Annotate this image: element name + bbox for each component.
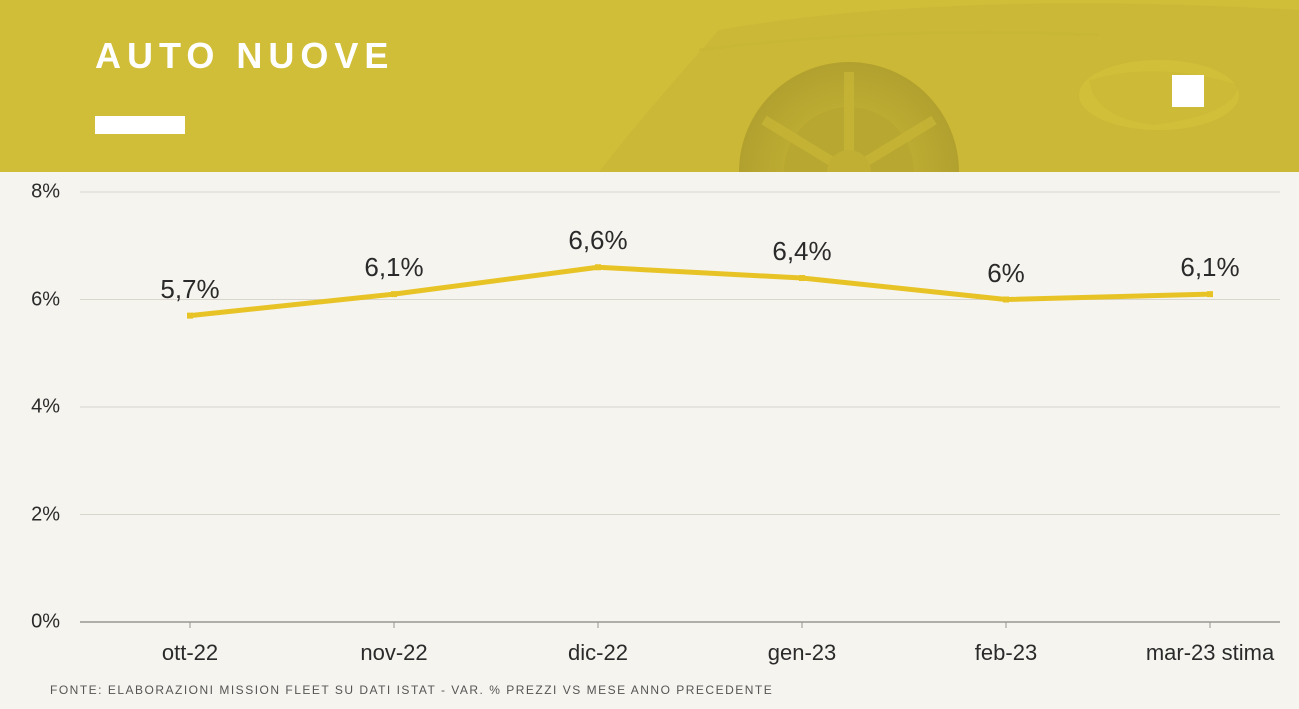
data-point-label: 6% (987, 258, 1025, 289)
chart-svg (10, 172, 1289, 692)
x-axis-label: dic-22 (568, 640, 628, 666)
data-point-label: 5,7% (160, 274, 219, 305)
source-note: FONTE: ELABORAZIONI MISSION FLEET SU DAT… (50, 683, 773, 697)
x-axis-label: ott-22 (162, 640, 218, 666)
y-axis-label: 0% (10, 611, 60, 634)
data-point-label: 6,1% (364, 252, 423, 283)
x-axis-label: mar-23 stima (1146, 640, 1274, 666)
line-chart: 0% 2% 4% 6% 8% 5,7% ott-22 6,1% nov-22 6,6% dic-22… (10, 172, 1289, 692)
title-underline (95, 116, 185, 134)
x-axis-label: gen-23 (768, 640, 837, 666)
x-axis-label: nov-22 (360, 640, 427, 666)
data-point-label: 6,4% (772, 236, 831, 267)
data-point-label: 6,1% (1180, 252, 1239, 283)
header-banner: AUTO NUOVE (0, 0, 1299, 172)
data-point-label: 6,6% (568, 225, 627, 256)
x-axis-label: feb-23 (975, 640, 1037, 666)
y-axis-label: 8% (10, 181, 60, 204)
y-axis-label: 6% (10, 288, 60, 311)
y-axis-label: 2% (10, 503, 60, 526)
header-square-decor (1172, 75, 1204, 107)
page-title: AUTO NUOVE (95, 35, 394, 77)
y-axis-label: 4% (10, 396, 60, 419)
